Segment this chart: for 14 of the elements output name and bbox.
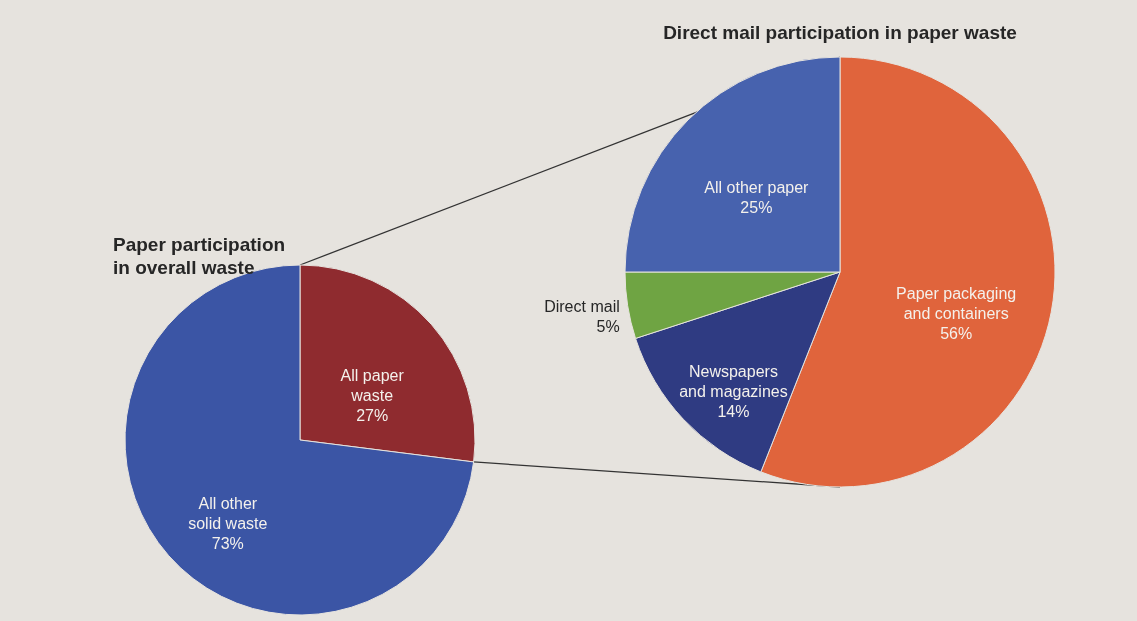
slice-label: Newspapers and magazines bbox=[679, 363, 788, 401]
data-label: 27% bbox=[356, 407, 389, 425]
chart-title: Direct mail participation in paper waste bbox=[663, 22, 1017, 43]
slice-label: All other solid waste bbox=[188, 494, 268, 532]
slice-label: All other paper bbox=[704, 179, 810, 197]
data-label: 25% bbox=[740, 199, 773, 217]
data-label: 73% bbox=[211, 534, 244, 552]
data-label: 14% bbox=[717, 403, 750, 421]
data-label: 56% bbox=[940, 325, 973, 343]
data-label: 5% bbox=[596, 317, 620, 335]
slice-label: Paper packaging and containers bbox=[896, 285, 1017, 323]
slice-label: All paper waste bbox=[340, 367, 405, 405]
chart-title: Paper participation in overall waste bbox=[113, 234, 286, 278]
slice-label: Direct mail bbox=[544, 297, 620, 315]
